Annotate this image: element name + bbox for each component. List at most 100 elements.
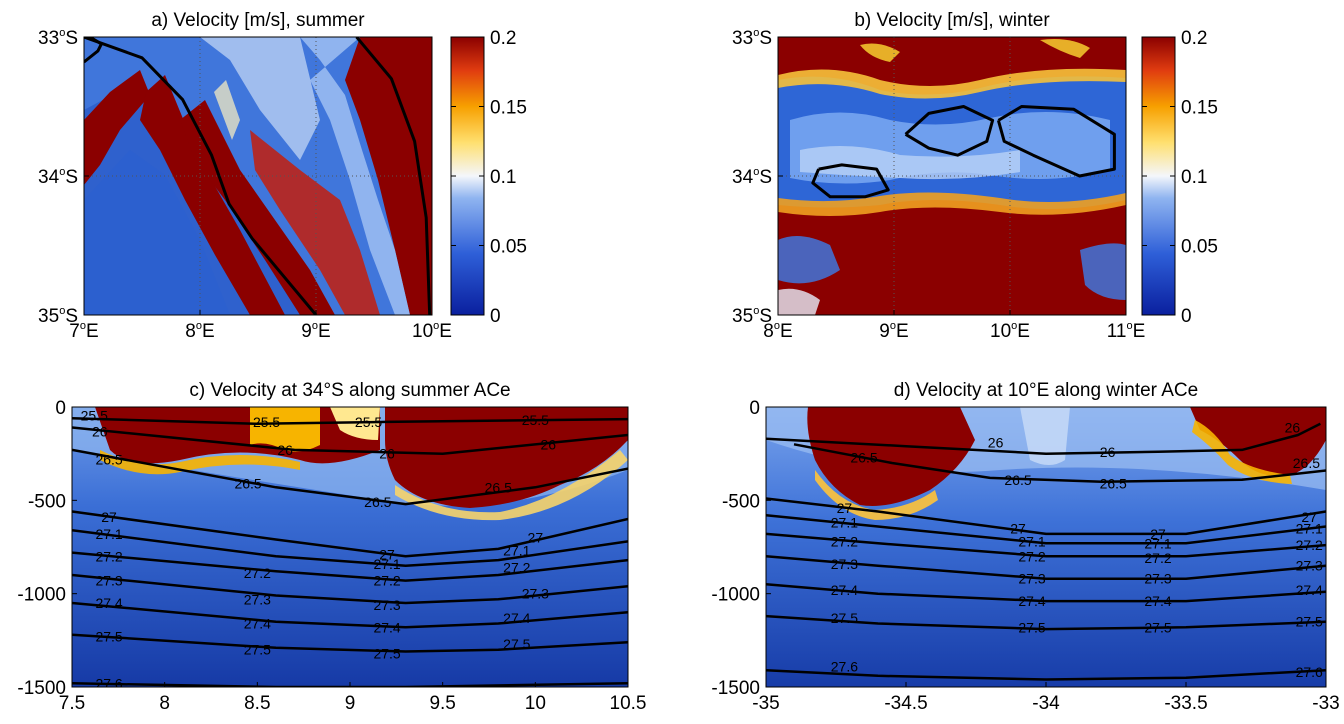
panel-d-title: d) Velocity at 10°E along winter ACe bbox=[894, 380, 1198, 401]
panel-d-contour-label: 27.6 bbox=[831, 658, 858, 674]
panel-d-contour-label: 27 bbox=[1150, 526, 1166, 542]
panel-c-contour-label: 26 bbox=[92, 423, 108, 439]
colorbar-a-tick-label: 0 bbox=[490, 306, 501, 327]
panel-d-xtick-label: -34.5 bbox=[884, 693, 927, 714]
panel-c-contour-label: 27 bbox=[528, 530, 544, 546]
panel-d-contour-label: 27.5 bbox=[831, 610, 858, 626]
colorbar-b-tick-label: 0 bbox=[1181, 306, 1192, 327]
panel-d-contour-label: 26 bbox=[988, 434, 1004, 450]
panel-c-contour-label: 26 bbox=[379, 446, 395, 462]
panel-b-xtick-label: 10oE bbox=[990, 320, 1030, 342]
panel-c-contour-label: 27.4 bbox=[373, 619, 400, 635]
panel-c-contour-26.5 bbox=[72, 448, 628, 506]
panel-d-xtick-label: -35 bbox=[752, 693, 779, 714]
panel-c-contour-label: 27.2 bbox=[373, 573, 400, 589]
panel-c-contour-label: 26 bbox=[277, 442, 293, 458]
panel-c-contour-label: 27.5 bbox=[503, 636, 530, 652]
panel-c-xtick-label: 10.5 bbox=[610, 693, 647, 714]
panel-c-contour-27.1 bbox=[72, 528, 628, 567]
panel-a-xtick-label: 9oE bbox=[301, 320, 330, 342]
panel-d-contour-27.4 bbox=[766, 583, 1326, 603]
panel-d-xtick-label: -33.5 bbox=[1164, 693, 1207, 714]
panel-d-contour-label: 26.5 bbox=[850, 449, 877, 465]
panel-c-contour-label: 27.3 bbox=[244, 591, 271, 607]
panel-c-contour-label: 26.5 bbox=[95, 451, 122, 467]
panel-b-eddy-west bbox=[811, 163, 890, 199]
panel-c-contour-27.5 bbox=[72, 633, 628, 653]
panel-d-contour-26.5 bbox=[793, 443, 1326, 483]
panel-c-ytick-label: 0 bbox=[55, 398, 66, 419]
panel-c-contour-27.4 bbox=[72, 601, 628, 629]
panel-d-contour-label: 27 bbox=[837, 500, 853, 516]
panel-d-xtick-label: -34 bbox=[1032, 693, 1060, 714]
panel-c-contour-label: 25.5 bbox=[81, 407, 108, 423]
panel-c-contour-label: 27.5 bbox=[95, 629, 122, 645]
panel-c-contour-label: 27 bbox=[101, 509, 117, 525]
panel-c-contour-label: 27.5 bbox=[244, 642, 271, 658]
panel-d-contour-label: 27.2 bbox=[831, 533, 858, 549]
panel-c-contour-label: 25.5 bbox=[253, 414, 280, 430]
panel-d-contour-label: 27.2 bbox=[1144, 550, 1171, 566]
panel-b-ytick-label: 34oS bbox=[732, 166, 772, 188]
panel-a-xtick-label: 8oE bbox=[185, 320, 214, 342]
panel-c-contour-label: 27.3 bbox=[522, 586, 549, 602]
panel-d-contour-label: 26 bbox=[1285, 420, 1301, 436]
panel-c-contour-label: 27.2 bbox=[503, 560, 530, 576]
panel-d-contour-label: 26.5 bbox=[1100, 476, 1127, 492]
panel-a: a) Velocity [m/s], summer 7oE 8oE 9oE 10oE 3… bbox=[38, 10, 452, 342]
panel-a-ytick-label: 34oS bbox=[38, 166, 78, 188]
panel-c-contour-label: 27.4 bbox=[95, 595, 122, 611]
panel-d-contour-label: 27.4 bbox=[1296, 582, 1323, 598]
panel-d-contour-27.3 bbox=[766, 555, 1326, 580]
panel-b-xtick-label: 9oE bbox=[879, 320, 908, 342]
panel-d-ytick-label: 0 bbox=[749, 398, 760, 419]
panel-a-left-contour bbox=[84, 37, 318, 315]
panel-a-field bbox=[84, 37, 432, 315]
panel-c-contour-label: 27.3 bbox=[373, 597, 400, 613]
panel-b-field bbox=[778, 37, 1126, 315]
panel-a-xtick-label: 10oE bbox=[412, 320, 452, 342]
panel-d-ytick-label: -1000 bbox=[711, 585, 760, 606]
panel-a-ytick-label: 33oS bbox=[38, 27, 78, 49]
panel-d-contour-label: 27 bbox=[1301, 509, 1317, 525]
colorbar-a-tick-label: 0.2 bbox=[490, 28, 516, 49]
panel-c-contour-label: 27.1 bbox=[373, 556, 400, 572]
panel-d-contour-27.5 bbox=[766, 614, 1326, 631]
panel-c-contour-label: 27.5 bbox=[373, 645, 400, 661]
panel-c-contour-label: 27 bbox=[379, 546, 395, 562]
panel-d-contour-label: 27.1 bbox=[1296, 520, 1323, 536]
panel-c-contour-label: 25.5 bbox=[355, 414, 382, 430]
panel-c-contour-label: 27.2 bbox=[95, 548, 122, 564]
colorbar-b-tick-label: 0.05 bbox=[1181, 237, 1218, 258]
panel-d-contour-label: 27.1 bbox=[831, 515, 858, 531]
panel-d-contour-27.2 bbox=[766, 532, 1326, 558]
panel-c-xtick-label: 8.5 bbox=[244, 693, 270, 714]
colorbar-a-tick-label: 0.05 bbox=[490, 237, 527, 258]
panel-c-ytick-label: -1500 bbox=[17, 678, 66, 699]
panel-c-ytick-label: -500 bbox=[28, 491, 66, 512]
panel-c-contour-label: 27.1 bbox=[503, 543, 530, 559]
panel-c-xtick-label: 9.5 bbox=[429, 693, 455, 714]
panel-c-contour-27.6 bbox=[72, 682, 628, 687]
panel-d-contour-label: 27.4 bbox=[831, 582, 858, 598]
panel-c-contour-27.3 bbox=[72, 573, 628, 605]
panel-d-contour-label: 26.5 bbox=[1293, 455, 1320, 471]
panel-c-contour-label: 27.4 bbox=[244, 616, 271, 632]
panel-b-eddy-east bbox=[996, 105, 1116, 178]
panel-d-contour-label: 27.2 bbox=[1018, 548, 1045, 564]
panel-d-ytick-label: -1500 bbox=[711, 678, 760, 699]
panel-d-contour-label: 27 bbox=[1010, 520, 1026, 536]
panel-b-ytick-label: 33oS bbox=[732, 27, 772, 49]
colorbar-a-tick-label: 0.15 bbox=[490, 98, 527, 119]
panel-b-xtick-label: 8oE bbox=[763, 320, 792, 342]
colorbar-a: 0 0.05 0.1 0.15 0.2 bbox=[450, 28, 527, 327]
colorbar-b-tick-label: 0.1 bbox=[1181, 167, 1207, 188]
panel-c-xtick-label: 8 bbox=[159, 693, 170, 714]
colorbar-b-tick-label: 0.2 bbox=[1181, 28, 1207, 49]
panel-b-title: b) Velocity [m/s], winter bbox=[854, 10, 1050, 31]
panel-c-contour-label: 27.1 bbox=[95, 526, 122, 542]
panel-c: c) Velocity at 34°S along summer ACe 25.… bbox=[17, 380, 646, 714]
panel-c-xtick-label: 9 bbox=[345, 693, 356, 714]
